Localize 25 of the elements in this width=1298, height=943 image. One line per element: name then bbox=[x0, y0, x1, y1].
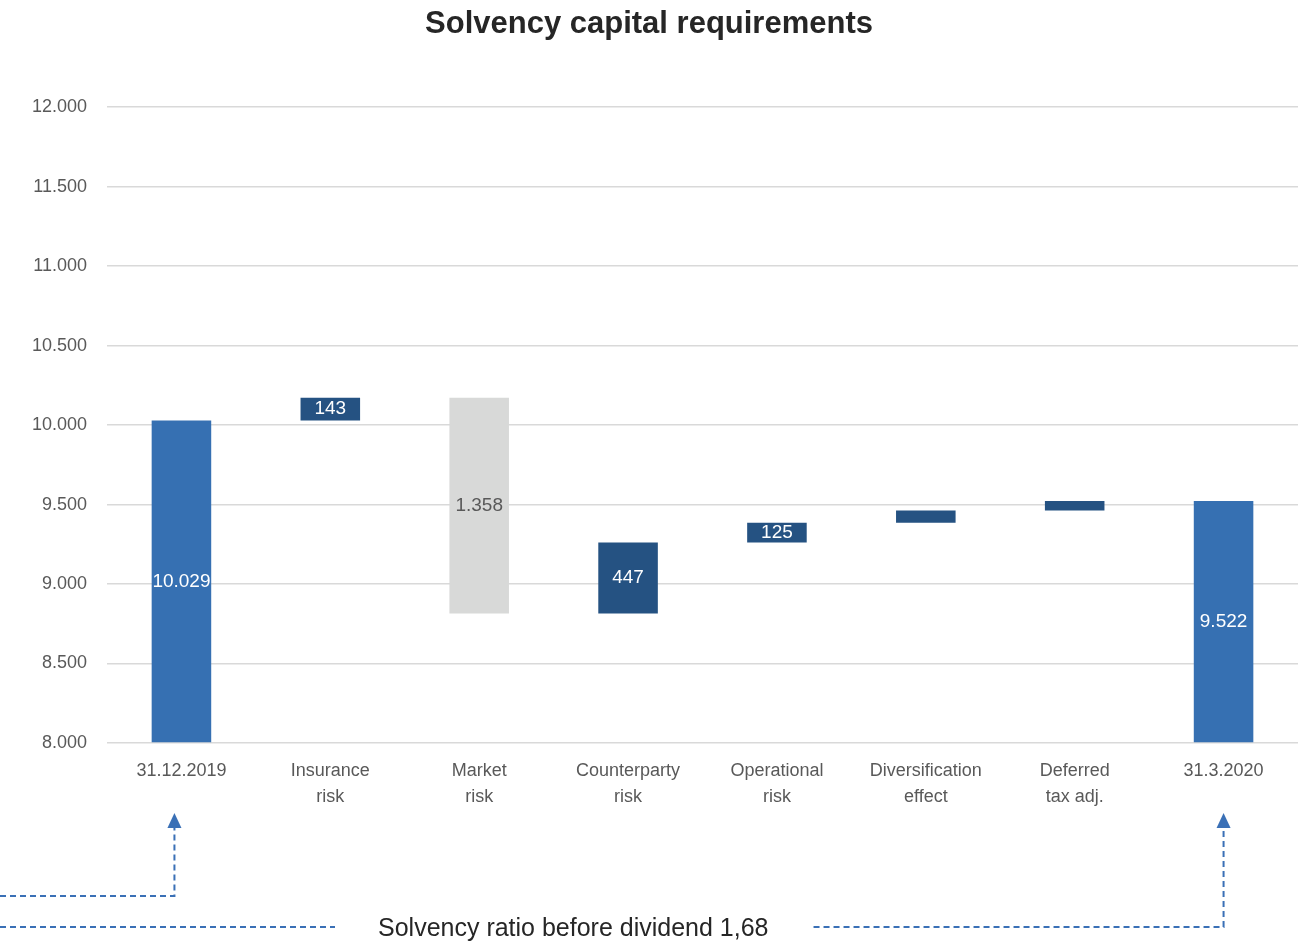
text: Solvency ratio before dividend 1,68 bbox=[378, 912, 769, 942]
data-label: 1.358 bbox=[455, 493, 503, 515]
data-label: 10.029 bbox=[152, 569, 211, 591]
x-tick-label: Deferred tax adj. bbox=[1039, 760, 1110, 807]
x-tick-label: Operational risk bbox=[730, 760, 824, 807]
y-tick-label: 10.500 bbox=[31, 334, 87, 355]
x-tick-label: Counterparty risk bbox=[576, 760, 681, 807]
data-label: 447 bbox=[612, 566, 644, 588]
y-tick-label: 9.500 bbox=[41, 493, 87, 514]
y-tick-label: 11.000 bbox=[33, 255, 87, 276]
y-tick-label: 12.000 bbox=[31, 96, 87, 117]
x-tick-label: Diversification effect bbox=[869, 760, 982, 807]
x-tick-label: Insurance risk bbox=[290, 760, 370, 807]
x-tick-label: Market risk bbox=[451, 760, 507, 807]
y-tick-label: 9.000 bbox=[41, 573, 87, 594]
data-label: 9.522 bbox=[1199, 609, 1248, 631]
data-label: 143 bbox=[314, 397, 347, 419]
x-tick-label: 31.3.2020 bbox=[1183, 760, 1264, 781]
y-tick-label: 11.500 bbox=[33, 175, 87, 196]
data-label: 125 bbox=[761, 520, 793, 542]
y-tick-label: 10.000 bbox=[31, 414, 87, 435]
y-tick-label: 8.000 bbox=[41, 731, 87, 752]
chart-title: Solvency capital requirements bbox=[425, 5, 873, 41]
y-tick-label: 8.500 bbox=[41, 652, 87, 673]
x-tick-label: 31.12.2019 bbox=[136, 760, 227, 781]
